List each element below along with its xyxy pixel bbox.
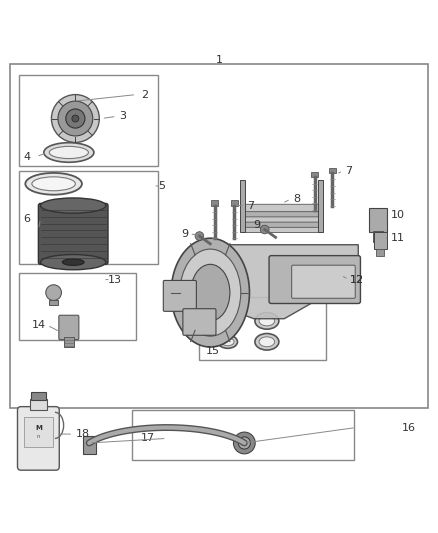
Polygon shape xyxy=(167,245,358,319)
Ellipse shape xyxy=(220,316,236,326)
FancyBboxPatch shape xyxy=(163,280,196,311)
FancyBboxPatch shape xyxy=(243,215,321,222)
Ellipse shape xyxy=(259,316,275,326)
Text: n: n xyxy=(37,434,40,439)
Ellipse shape xyxy=(255,313,279,329)
Circle shape xyxy=(66,109,85,128)
Ellipse shape xyxy=(171,238,250,347)
Bar xyxy=(376,249,385,256)
FancyBboxPatch shape xyxy=(243,204,321,212)
Bar xyxy=(373,231,383,241)
Bar xyxy=(328,168,336,173)
Text: 17: 17 xyxy=(141,433,155,443)
Bar xyxy=(19,171,158,264)
Circle shape xyxy=(46,285,61,301)
Text: 9: 9 xyxy=(181,229,188,239)
Text: 15: 15 xyxy=(206,346,220,357)
Circle shape xyxy=(58,101,93,136)
Text: 16: 16 xyxy=(402,423,416,433)
Text: 6: 6 xyxy=(23,214,30,224)
Bar xyxy=(19,75,158,166)
Text: 2: 2 xyxy=(141,90,148,100)
FancyBboxPatch shape xyxy=(39,204,108,264)
Bar xyxy=(311,172,318,177)
Text: 3: 3 xyxy=(119,111,126,122)
FancyBboxPatch shape xyxy=(243,209,321,217)
Ellipse shape xyxy=(180,249,241,336)
Ellipse shape xyxy=(255,334,279,350)
Bar xyxy=(231,200,238,206)
Text: 13: 13 xyxy=(108,274,122,285)
Text: 9: 9 xyxy=(253,220,260,230)
Bar xyxy=(240,180,245,232)
Text: 10: 10 xyxy=(391,210,405,220)
Text: 8: 8 xyxy=(293,194,300,204)
Circle shape xyxy=(260,225,269,234)
FancyBboxPatch shape xyxy=(243,220,321,228)
Ellipse shape xyxy=(218,335,237,349)
Text: 5: 5 xyxy=(158,181,165,191)
Bar xyxy=(199,297,325,360)
Text: 12: 12 xyxy=(350,274,364,285)
Text: 18: 18 xyxy=(75,429,89,439)
Ellipse shape xyxy=(25,173,82,195)
Circle shape xyxy=(72,115,79,122)
Circle shape xyxy=(233,432,255,454)
Bar xyxy=(24,417,53,447)
Bar xyxy=(369,208,387,232)
Bar xyxy=(83,437,96,454)
Ellipse shape xyxy=(221,338,234,346)
Ellipse shape xyxy=(41,198,106,213)
Text: 14: 14 xyxy=(32,320,46,330)
Circle shape xyxy=(51,94,99,142)
Ellipse shape xyxy=(49,147,88,158)
Ellipse shape xyxy=(41,255,106,270)
Ellipse shape xyxy=(191,264,230,321)
Bar xyxy=(31,392,46,400)
Text: 1: 1 xyxy=(215,55,223,65)
Ellipse shape xyxy=(216,313,240,329)
Text: 7: 7 xyxy=(247,200,254,211)
Bar xyxy=(30,399,47,410)
Text: 7: 7 xyxy=(345,166,352,176)
Circle shape xyxy=(195,232,204,240)
Text: M: M xyxy=(35,424,42,431)
Ellipse shape xyxy=(259,337,275,347)
Circle shape xyxy=(238,437,251,449)
Bar xyxy=(49,300,58,305)
FancyBboxPatch shape xyxy=(18,407,59,470)
Ellipse shape xyxy=(62,259,84,265)
FancyBboxPatch shape xyxy=(269,256,360,303)
Bar xyxy=(132,410,354,460)
Bar xyxy=(64,337,74,347)
FancyBboxPatch shape xyxy=(292,265,355,298)
Bar xyxy=(374,232,387,249)
Text: 11: 11 xyxy=(391,233,405,243)
FancyBboxPatch shape xyxy=(183,309,216,335)
FancyBboxPatch shape xyxy=(243,225,321,232)
Bar xyxy=(211,200,218,206)
Bar xyxy=(318,180,323,232)
Ellipse shape xyxy=(44,143,94,162)
Bar xyxy=(19,273,136,341)
Bar xyxy=(10,64,428,408)
FancyBboxPatch shape xyxy=(59,315,79,340)
Text: 4: 4 xyxy=(23,152,30,162)
Text: 12: 12 xyxy=(350,274,364,285)
Ellipse shape xyxy=(32,177,75,191)
